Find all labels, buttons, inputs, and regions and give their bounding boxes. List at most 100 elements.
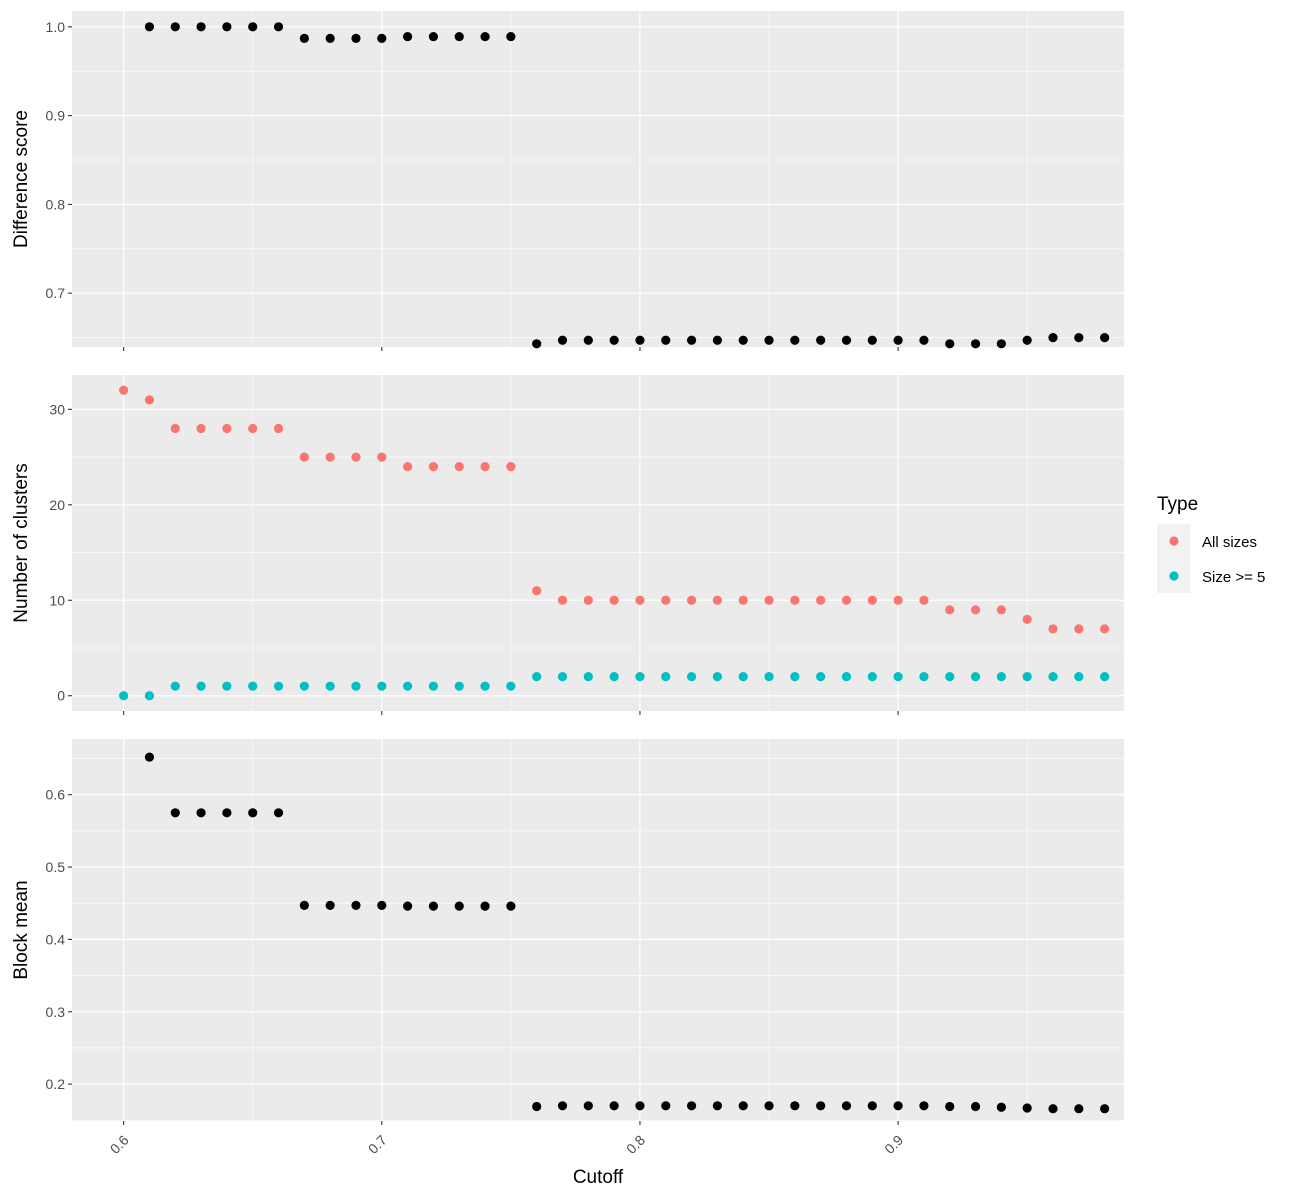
x-tick-label: 0.8 xyxy=(623,1132,648,1157)
data-point xyxy=(790,335,800,345)
data-point xyxy=(428,901,439,911)
data-point xyxy=(996,672,1006,682)
x-tick-label: 0.6 xyxy=(107,1132,132,1157)
data-point xyxy=(712,595,722,605)
data-point xyxy=(609,672,619,682)
data-point xyxy=(1022,614,1032,624)
data-point xyxy=(196,681,206,691)
panel-background xyxy=(72,375,1124,711)
data-point xyxy=(1074,332,1084,343)
data-point xyxy=(970,339,981,349)
data-point xyxy=(273,681,284,691)
data-point xyxy=(299,681,309,691)
data-point xyxy=(764,595,774,605)
chart-panels: 0.7 0.8 0.9 1.0 Difference score 0 10 20 30 Numbe… xyxy=(11,11,1124,1157)
data-point xyxy=(557,595,568,605)
data-point xyxy=(351,452,361,462)
data-point xyxy=(867,672,877,682)
panel-2: 0 10 20 30 Number of clusters xyxy=(11,375,1124,715)
data-point xyxy=(945,672,955,682)
legend: Type All sizes Size >= 5 xyxy=(1157,494,1265,593)
legend-label-size-ge-5: Size >= 5 xyxy=(1202,569,1265,586)
data-point xyxy=(170,22,180,32)
data-point xyxy=(609,1101,619,1111)
data-point xyxy=(222,423,232,434)
data-point xyxy=(222,22,232,32)
data-point xyxy=(738,335,748,345)
y-tick-label: 10 xyxy=(49,592,65,608)
data-point xyxy=(403,681,413,691)
y-tick-label: 0.8 xyxy=(46,196,66,212)
data-point xyxy=(841,672,852,682)
data-point xyxy=(609,595,619,605)
data-point xyxy=(712,672,722,682)
data-point xyxy=(790,1101,800,1111)
data-point xyxy=(996,339,1006,349)
legend-label-all-sizes: All sizes xyxy=(1202,534,1257,551)
panel-3: 0.2 0.3 0.4 0.5 0.6 Block mean xyxy=(11,739,1124,1125)
data-point xyxy=(273,22,284,32)
data-point xyxy=(170,681,180,691)
y-axis-title: Block mean xyxy=(11,880,32,979)
legend-key-background xyxy=(1157,524,1190,593)
data-point xyxy=(273,808,284,818)
data-point xyxy=(1074,624,1084,634)
data-point xyxy=(867,335,877,345)
data-point xyxy=(1048,332,1058,343)
data-point xyxy=(144,395,155,405)
data-point xyxy=(248,808,258,818)
data-point xyxy=(325,452,335,462)
data-point xyxy=(222,808,232,818)
y-tick-label: 0.9 xyxy=(46,108,66,124)
x-tick-label: 0.7 xyxy=(365,1132,390,1157)
data-point xyxy=(144,752,155,762)
data-point xyxy=(299,452,309,462)
data-point xyxy=(686,595,697,605)
data-point xyxy=(686,1101,697,1111)
data-point xyxy=(1022,1103,1032,1113)
data-point xyxy=(403,901,413,911)
data-point xyxy=(712,1101,722,1111)
data-point xyxy=(738,672,748,682)
data-point xyxy=(557,1101,568,1111)
data-point xyxy=(816,672,826,682)
data-point xyxy=(841,595,852,605)
data-point xyxy=(1022,672,1032,682)
y-tick-label: 0.6 xyxy=(46,787,66,803)
data-point xyxy=(686,335,697,345)
data-point xyxy=(609,335,619,345)
legend-key-all-sizes xyxy=(1169,536,1179,546)
data-point xyxy=(583,595,593,605)
y-tick-label: 0.3 xyxy=(46,1004,66,1020)
data-point xyxy=(764,672,774,682)
data-point xyxy=(996,605,1006,615)
data-point xyxy=(480,31,490,42)
data-point xyxy=(945,605,955,615)
data-point xyxy=(764,335,774,345)
data-point xyxy=(196,22,206,32)
y-tick-label: 0.5 xyxy=(46,859,66,875)
data-point xyxy=(454,462,464,472)
data-point xyxy=(1100,624,1110,634)
panel-background xyxy=(72,11,1124,347)
data-point xyxy=(867,595,877,605)
data-point xyxy=(119,385,129,395)
data-point xyxy=(635,1101,645,1111)
data-point xyxy=(454,31,464,42)
data-point xyxy=(351,33,361,43)
data-point xyxy=(454,901,464,911)
data-point xyxy=(661,1101,671,1111)
data-point xyxy=(222,681,232,691)
data-point xyxy=(893,595,903,605)
data-point xyxy=(686,672,697,682)
data-point xyxy=(893,335,903,345)
data-point xyxy=(557,335,568,345)
data-point xyxy=(454,681,464,691)
data-point xyxy=(583,1101,593,1111)
data-point xyxy=(970,605,981,615)
data-point xyxy=(299,33,309,43)
data-point xyxy=(351,900,361,911)
data-point xyxy=(970,672,981,682)
data-point xyxy=(790,672,800,682)
data-point xyxy=(248,22,258,32)
